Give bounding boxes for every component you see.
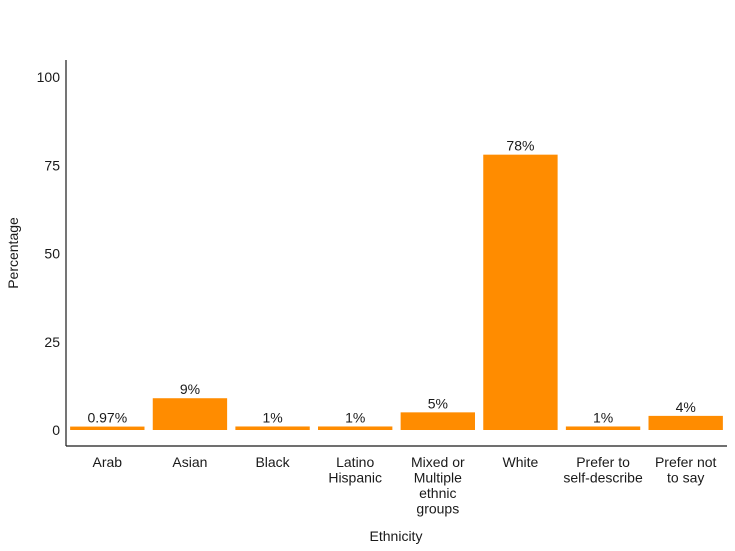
- bar: [400, 412, 475, 430]
- bar: [648, 415, 723, 430]
- data-labels: 0.97% 9% 1% 1% 5% 78% 1% 4%: [87, 138, 695, 426]
- bar-value-label: 1%: [262, 409, 282, 425]
- x-axis-title: Ethnicity: [370, 528, 423, 544]
- x-category-label: Black: [255, 454, 290, 470]
- bar: [565, 426, 641, 430]
- bar-value-label: 78%: [506, 138, 534, 154]
- x-category-label: Mixed or Multiple ethnic groups: [411, 454, 465, 517]
- bar: [483, 154, 558, 430]
- x-category-label: Prefer to self-describe: [563, 454, 643, 486]
- y-tick-label: 0: [52, 422, 60, 438]
- bars: [70, 154, 723, 430]
- x-category-label: Prefer not to say: [655, 454, 717, 486]
- bar: [152, 398, 228, 430]
- y-axis-ticks: 0 25 50 75 100: [37, 69, 61, 438]
- y-tick-label: 100: [37, 69, 61, 85]
- bar: [318, 426, 393, 430]
- y-tick-label: 50: [44, 246, 60, 262]
- y-tick-label: 75: [44, 157, 60, 173]
- x-category-label: Latino Hispanic: [328, 454, 382, 486]
- x-category-label: Arab: [93, 454, 123, 470]
- bar: [235, 426, 310, 430]
- x-category-label: White: [503, 454, 539, 470]
- x-axis-category-labels: Arab Asian Black Latino Hispanic Mixed or Mult…: [93, 454, 717, 517]
- y-tick-label: 25: [44, 334, 60, 350]
- bar-value-label: 4%: [676, 399, 696, 415]
- x-category-label: Asian: [172, 454, 207, 470]
- bar-value-label: 9%: [180, 381, 200, 397]
- bar-value-label: 1%: [593, 409, 613, 425]
- bar-value-label: 5%: [428, 395, 448, 411]
- y-axis-title: Percentage: [5, 217, 21, 289]
- bar-value-label: 1%: [345, 409, 365, 425]
- bar-value-label: 0.97%: [87, 410, 127, 426]
- bar: [70, 426, 145, 430]
